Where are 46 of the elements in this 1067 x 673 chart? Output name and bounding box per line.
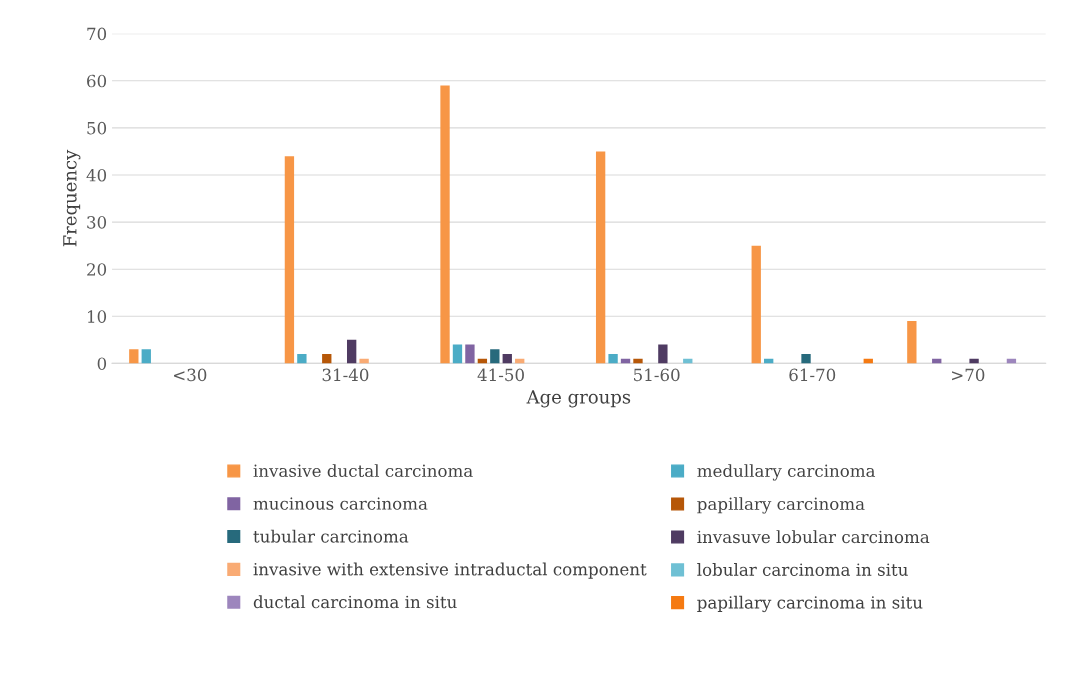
bar <box>801 354 811 364</box>
bar <box>633 358 643 364</box>
bar <box>359 358 369 364</box>
bar <box>452 344 463 364</box>
bar <box>658 344 668 364</box>
y-axis-title: Frequency <box>63 149 81 247</box>
legend-label: papillary carcinoma in situ <box>697 595 923 613</box>
bar <box>595 151 606 364</box>
bar <box>751 245 761 364</box>
bar <box>322 354 332 364</box>
bar <box>297 354 307 364</box>
x-tick-label: 51-60 <box>634 368 680 382</box>
x-tick-label: 61-70 <box>789 368 836 382</box>
legend-label: tubular carcinoma <box>253 529 409 543</box>
bar <box>141 349 151 364</box>
x-tick-label: <30 <box>174 368 207 382</box>
y-tick-label: 0 <box>97 357 107 370</box>
y-tick-label: 10 <box>88 310 107 323</box>
bar <box>440 85 450 364</box>
x-tick-label: >70 <box>952 368 985 382</box>
bar <box>608 354 618 364</box>
bar <box>502 354 512 364</box>
legend-label: medullary carcinoma <box>697 464 876 481</box>
bar <box>284 156 295 364</box>
x-tick-label: 31-40 <box>322 368 369 382</box>
legend-label: mucinous carcinoma <box>253 497 428 510</box>
x-tick-label: 41-50 <box>477 368 524 382</box>
legend-label: invasive ductal carcinoma <box>253 464 473 478</box>
bar <box>129 349 139 364</box>
y-tick-label: 30 <box>87 216 107 229</box>
legend-label: lobular carcinoma in situ <box>697 563 908 576</box>
y-tick-label: 50 <box>87 121 107 135</box>
legend-label: ductal carcinoma in situ <box>253 595 457 609</box>
bar <box>490 349 500 364</box>
legend-label: papillary carcinoma <box>697 497 865 514</box>
legend-label: invasuve lobular carcinoma <box>697 530 930 544</box>
bar <box>347 339 357 364</box>
x-axis-title: Age groups <box>526 390 631 408</box>
y-tick-label: 40 <box>86 168 107 182</box>
legend-label: invasive with extensive intraductal component <box>253 562 647 579</box>
y-tick-label: 20 <box>87 263 107 276</box>
bar <box>907 321 917 364</box>
y-tick-label: 70 <box>87 27 107 41</box>
bar <box>969 358 979 364</box>
bar <box>465 344 475 364</box>
y-tick-label: 60 <box>87 74 107 88</box>
